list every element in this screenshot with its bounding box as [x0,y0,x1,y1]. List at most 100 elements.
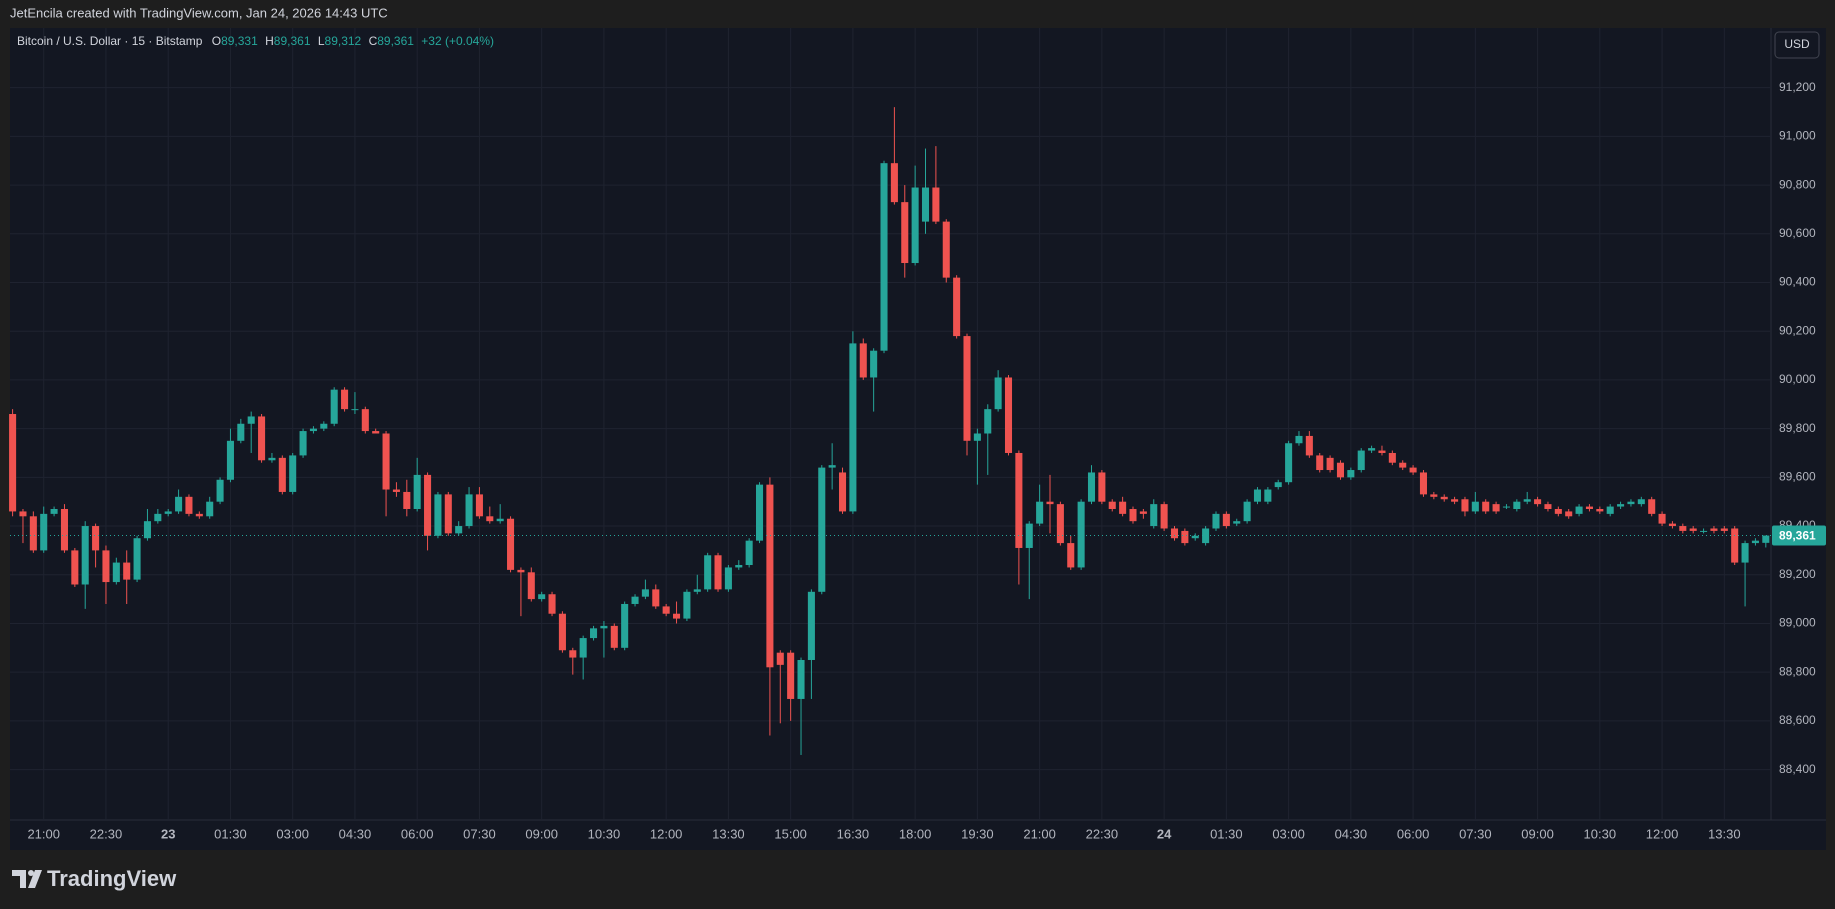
brand-icon[interactable] [12,870,42,888]
candle-body [652,589,660,607]
y-tick-label: 90,400 [1779,275,1816,289]
candle-body [1181,530,1189,544]
candle-body [1575,506,1583,514]
candle-body [1336,462,1345,478]
overlay: 88,40088,60088,80089,00089,20089,40089,6… [10,80,1826,841]
brand-name[interactable]: TradingView [47,866,177,891]
candle-body [1087,472,1096,502]
candle-body [1617,504,1625,507]
candle-body [216,479,224,502]
candle-body [268,457,276,461]
x-tick-label: 01:30 [1210,826,1243,841]
candle-body [797,659,805,699]
candle-body [1357,450,1365,471]
brand-dot[interactable] [28,870,34,876]
x-tick-label: 21:00 [1023,826,1056,841]
candle-body [1326,457,1334,471]
legend-l: 89,312 [325,34,362,48]
candle-body [1710,528,1718,531]
candle-body [1191,535,1199,539]
currency-box[interactable] [1774,31,1820,59]
candle-body [1119,501,1127,514]
candle-body [1108,501,1116,509]
candle-body [994,377,1002,410]
x-tick-label: 15:00 [774,826,807,841]
candle-body [921,187,930,222]
last-price-label: 89,361 [1779,529,1816,543]
legend-o: 89,331 [221,34,258,48]
candle-body [610,625,618,648]
x-tick-label: 10:30 [588,826,621,841]
candle-body [1347,470,1355,478]
currency-button[interactable]: USD [1774,31,1820,59]
candle-body [247,416,255,424]
x-tick-label: 18:00 [899,826,932,841]
candle-body [299,431,307,456]
candle-body [258,416,266,461]
candle-body [465,494,473,527]
candle-body [1098,472,1106,502]
candle-body [1658,513,1666,524]
last-price-box [1772,525,1826,546]
x-tick-label: 22:30 [1086,826,1119,841]
candle-body [1544,504,1552,509]
candle-body [818,467,826,592]
candle-body [600,625,608,629]
candle-body [890,163,898,203]
candle-body [1534,499,1542,505]
x-tick-label: 23 [161,826,175,841]
x-tick-label: 19:30 [961,826,994,841]
candle-body [517,569,525,573]
candle-body [1212,513,1220,529]
candle-body [351,409,359,411]
candle-body [19,511,27,517]
currency-label[interactable]: USD [1784,37,1810,51]
candle-body [237,423,245,441]
candle-body [880,163,888,351]
x-tick-label: 09:00 [1521,826,1554,841]
candle-body [1316,455,1324,471]
candle-body [1202,528,1210,544]
candle-body [1150,504,1158,527]
candle-body [29,516,37,551]
candle-body [1264,489,1272,502]
candle-body [1720,528,1728,531]
candle-body [1451,499,1459,502]
candle-body [102,550,110,583]
candle-body [1762,535,1770,543]
y-tick-label: 89,600 [1779,470,1816,484]
candle-body [1513,501,1521,509]
candle-body [1388,452,1396,463]
candle-body [849,343,857,512]
candle-body [1056,504,1064,544]
candle-body [963,336,971,441]
candle-body [662,606,670,614]
candle-body [1253,489,1262,502]
y-tick-label: 91,200 [1779,80,1816,94]
candle-body [1585,506,1593,509]
x-tick-label: 24 [1157,826,1172,841]
candle-body [1471,501,1479,512]
candle-body [1295,435,1303,444]
candle-body [1668,523,1676,527]
candle-body [683,591,691,619]
legend-change: +32 (+0.04%) [421,34,494,48]
candle-body [1233,521,1241,524]
y-tick-label: 90,200 [1779,323,1816,337]
y-tick-label: 89,800 [1779,421,1816,435]
candle-body [714,555,722,590]
brand-logo[interactable]: TradingView [12,866,177,891]
candle-body [1305,435,1313,456]
candle-body [164,511,172,514]
candle-body [673,613,681,619]
candle-body [123,562,131,580]
candle-body [1461,499,1469,512]
candle-body [787,652,795,699]
candle-body [953,277,961,337]
y-tick-label: 90,000 [1779,372,1816,386]
candle-body [1482,501,1490,512]
candle-body [984,409,992,434]
candle-body [1222,513,1230,527]
x-tick-label: 06:00 [1397,826,1430,841]
